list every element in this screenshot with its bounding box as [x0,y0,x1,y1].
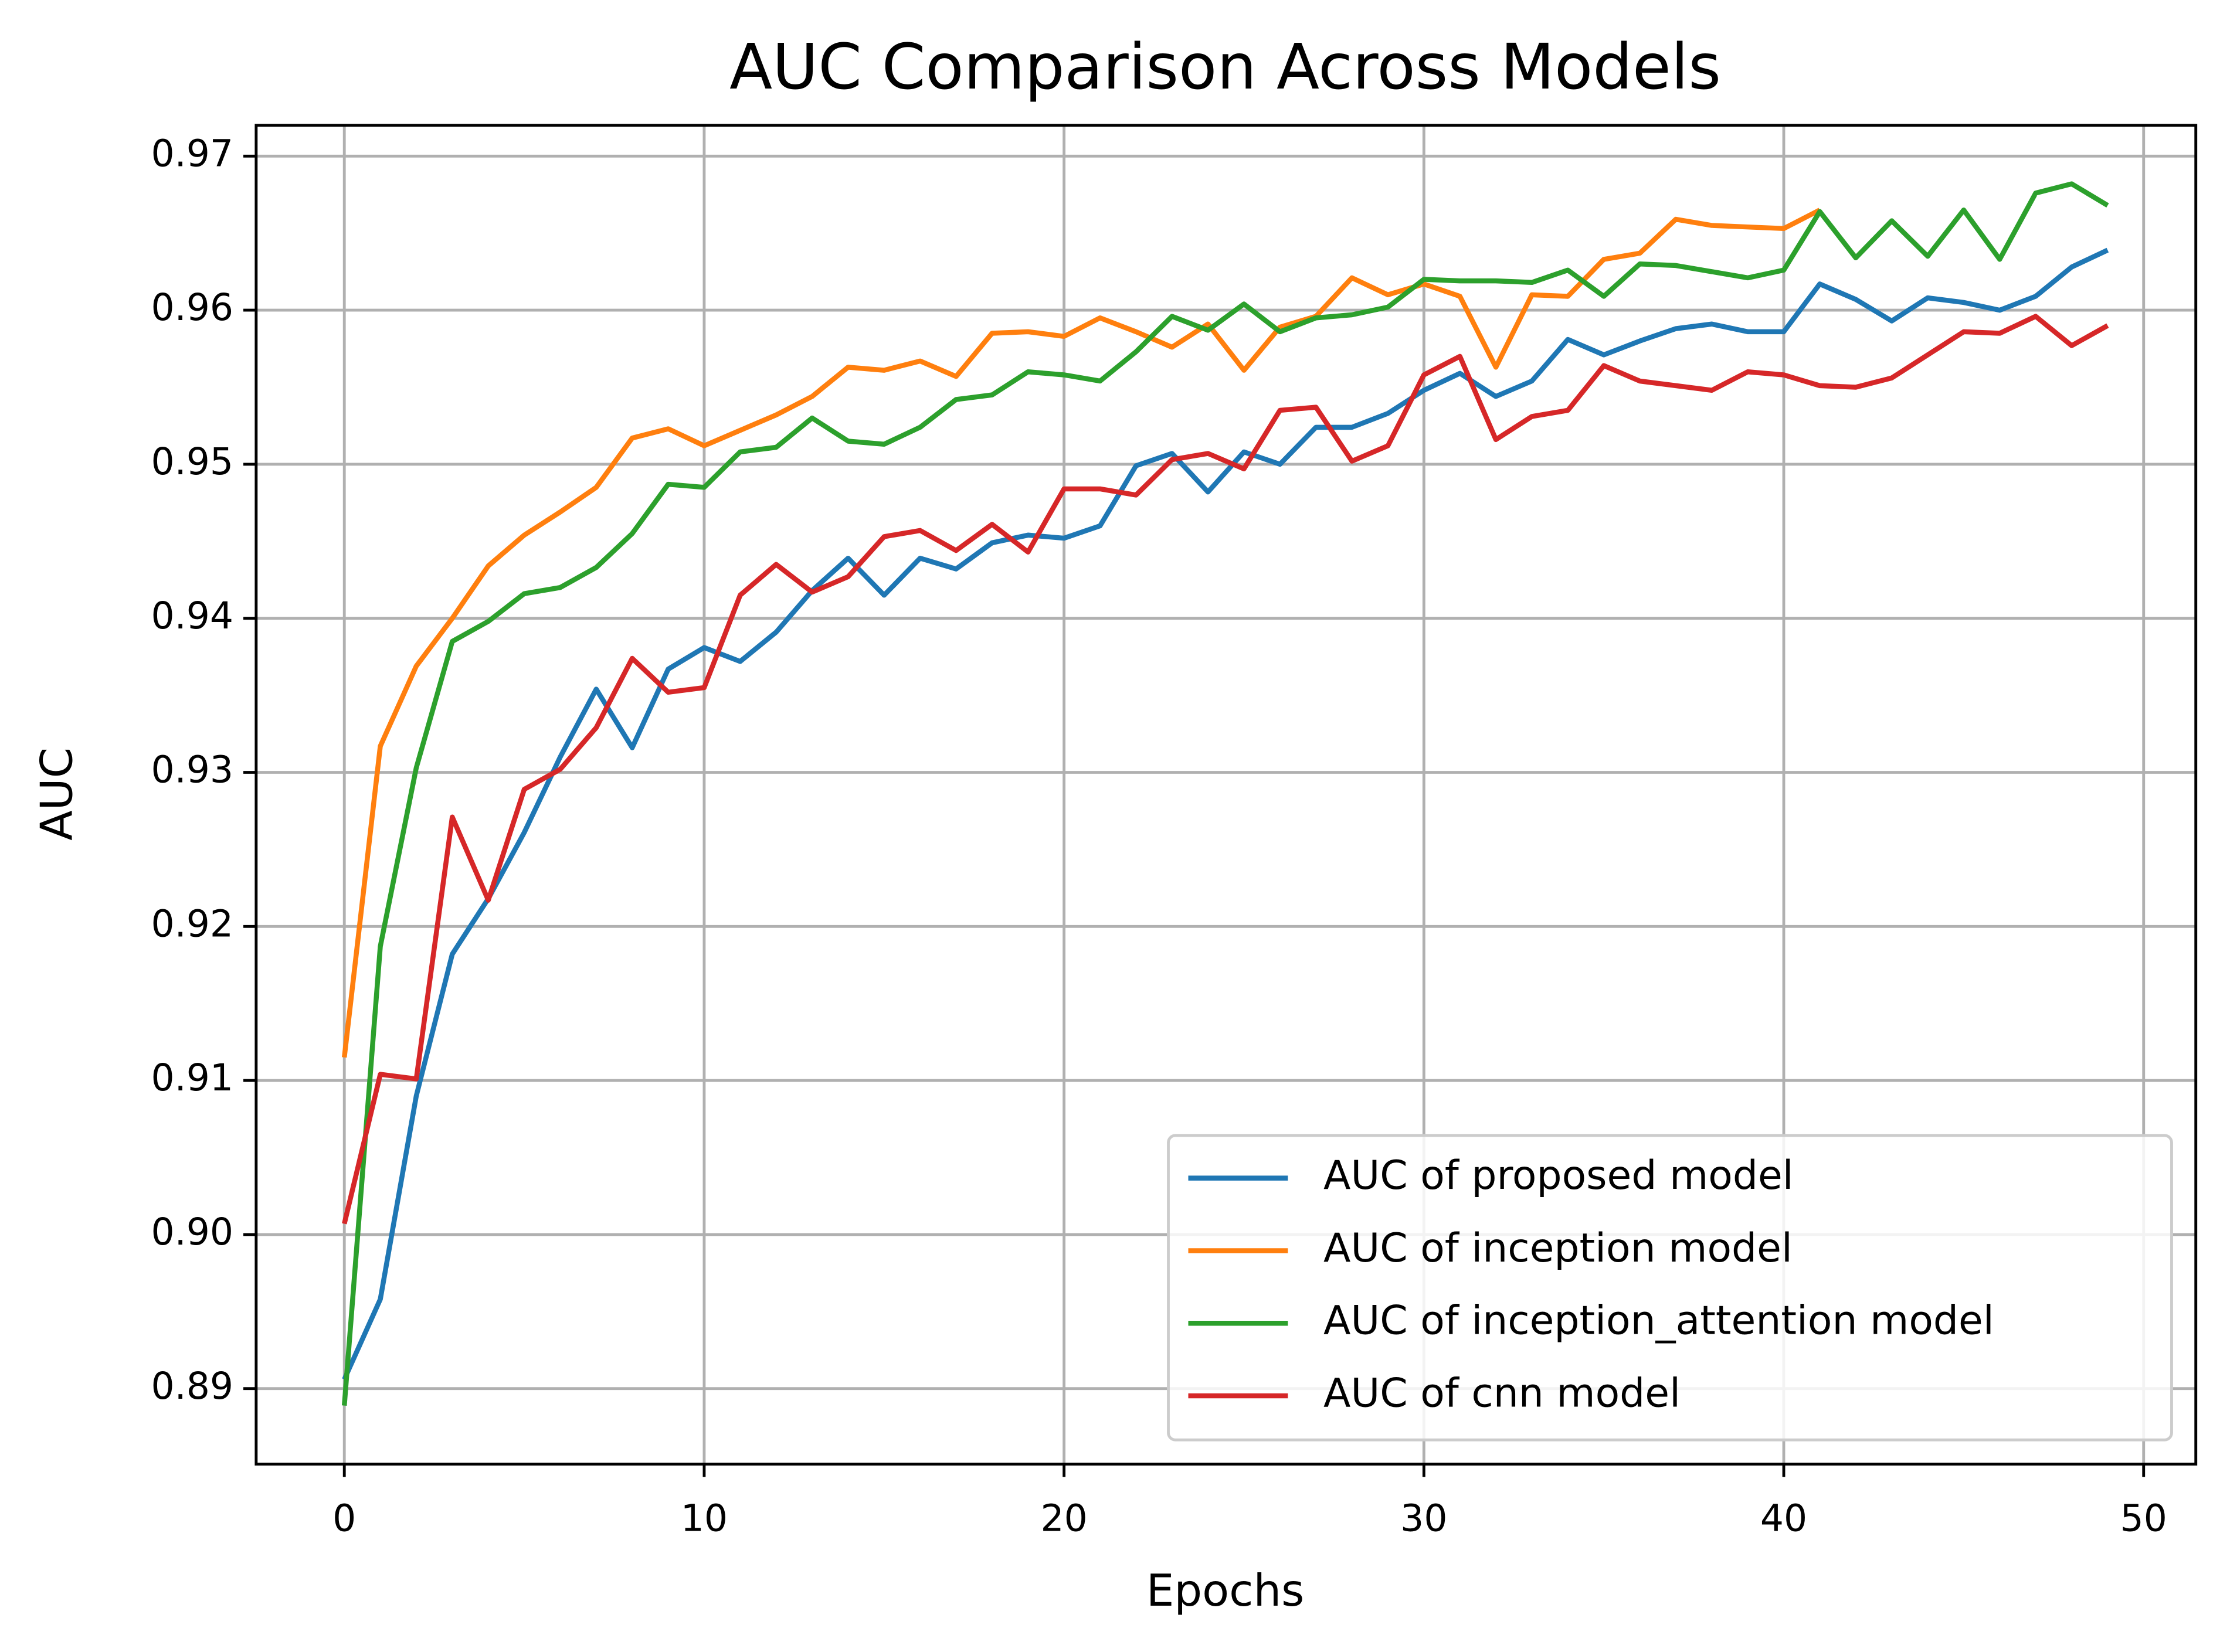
x-tick-label: 10 [681,1497,728,1540]
y-tick-label: 0.93 [151,748,233,791]
x-axis-label: Epochs [1146,1565,1305,1616]
x-tick-label: 0 [332,1497,356,1540]
y-tick-label: 0.94 [151,594,233,637]
y-tick-label: 0.89 [151,1364,233,1408]
legend-label: AUC of proposed model [1323,1153,1794,1199]
legend-box [1167,1134,2173,1442]
y-tick-label: 0.95 [151,440,233,483]
x-tick-label: 50 [2120,1497,2167,1540]
legend-label: AUC of inception model [1323,1225,1793,1272]
y-tick-label: 0.91 [151,1056,233,1099]
x-tick-label: 20 [1040,1497,1087,1540]
x-tick-label: 30 [1400,1497,1447,1540]
chart-title: AUC Comparison Across Models [729,31,1721,104]
y-axis-label: AUC [30,747,82,841]
series-line [341,181,2109,1406]
series-line [342,314,2109,1225]
series-line [342,247,2109,1381]
plot-frame [254,124,2198,1466]
y-tick-label: 0.96 [151,285,233,329]
x-tick-label: 40 [1760,1497,1807,1540]
legend-label: AUC of inception_attention model [1323,1298,1994,1344]
series-line [341,208,1821,1058]
legend: AUC of proposed model AUC of inception mo… [1167,1134,2173,1442]
y-tick-label: 0.92 [151,902,233,945]
legend-label: AUC of cnn model [1323,1371,1681,1417]
y-tick-label: 0.97 [151,131,233,175]
y-tick-label: 0.90 [151,1210,233,1253]
